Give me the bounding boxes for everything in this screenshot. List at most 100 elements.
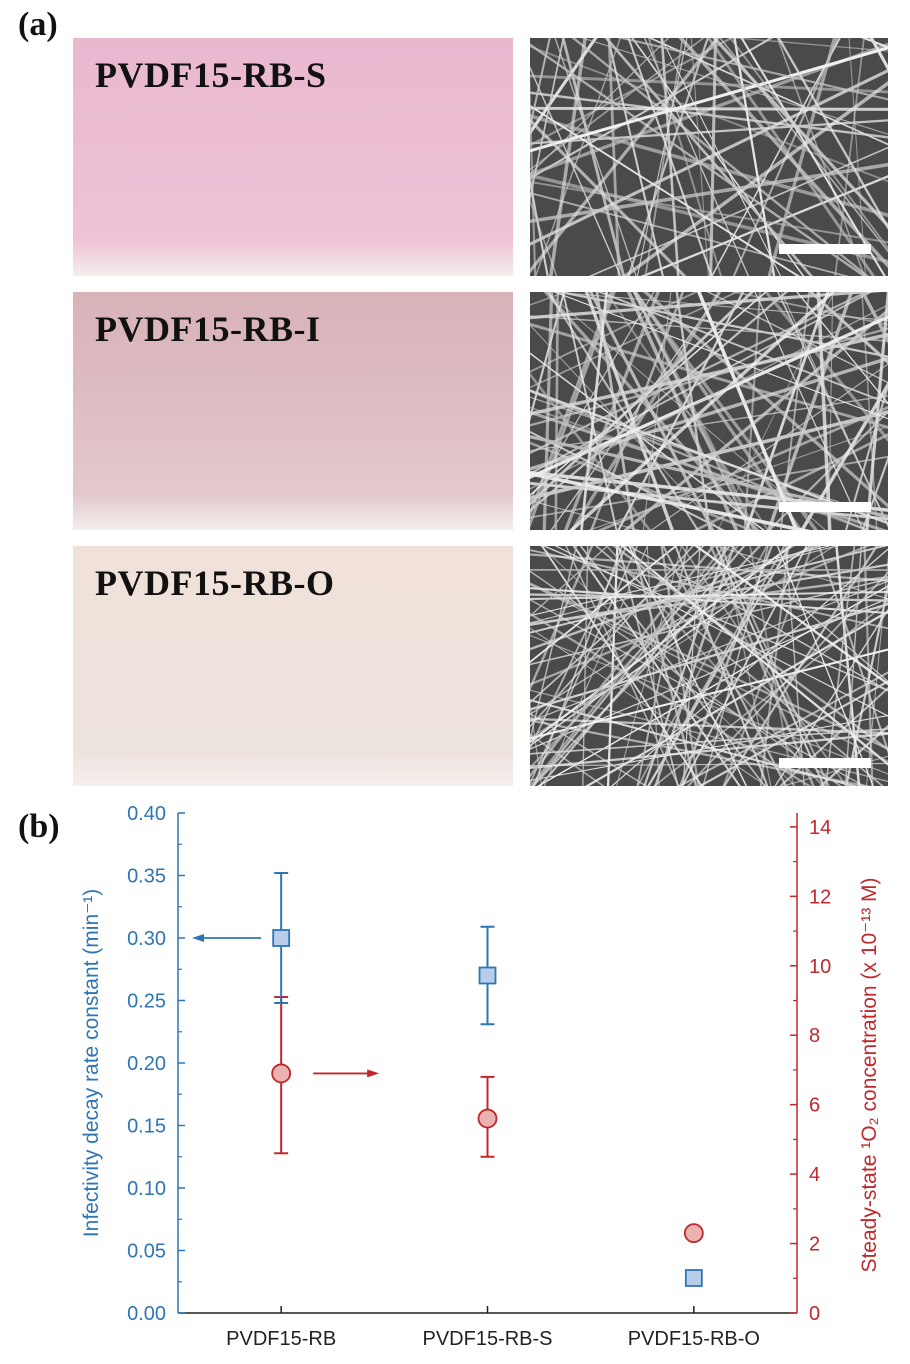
fiber (530, 43, 867, 276)
x-tick-label: PVDF15-RB-S (422, 1328, 552, 1350)
fiber (606, 546, 619, 786)
fiber (530, 546, 822, 651)
fiber (553, 292, 888, 420)
fiber (530, 546, 578, 743)
fiber (530, 582, 888, 751)
fiber (640, 175, 888, 276)
left-tick-label: 0.05 (127, 1241, 166, 1263)
fiber (530, 198, 558, 276)
fiber (530, 563, 888, 626)
left-tick-label: 0.15 (127, 1116, 166, 1138)
fiber (534, 38, 622, 276)
fiber (816, 292, 832, 530)
fiber (530, 106, 888, 111)
fiber (693, 433, 888, 530)
fiber (530, 699, 858, 786)
fiber (530, 38, 598, 136)
fiber (754, 292, 864, 530)
data-marks (271, 872, 704, 1287)
fiber (607, 38, 664, 276)
right-tick-label: 10 (809, 956, 831, 978)
fiber (565, 546, 680, 786)
fiber (530, 38, 720, 274)
fiber (594, 546, 884, 786)
left-tick-label: 0.30 (127, 928, 166, 950)
left-tick-label: 0.25 (127, 991, 166, 1013)
fiber (530, 699, 543, 786)
fiber (530, 406, 870, 530)
left-tick-label: 0.35 (127, 866, 166, 888)
fiber (644, 38, 684, 276)
fiber (530, 717, 888, 735)
fiber (722, 546, 814, 786)
fiber (865, 555, 888, 786)
fiber (597, 292, 888, 405)
right-tick-label: 2 (809, 1234, 820, 1256)
fiber (530, 173, 888, 264)
fiber (759, 546, 790, 786)
fiber (580, 38, 888, 135)
fiber (530, 292, 566, 422)
fiber (530, 435, 888, 518)
x-tick-label: PVDF15-RB-O (628, 1328, 760, 1350)
fiber (626, 292, 739, 530)
fiber (554, 38, 637, 276)
fiber (631, 546, 698, 786)
fiber (580, 292, 608, 530)
fiber (530, 104, 800, 276)
fiber (530, 612, 812, 786)
fiber (554, 546, 888, 717)
fiber (530, 38, 565, 203)
fiber (530, 292, 882, 320)
fiber (530, 292, 768, 497)
fiber (861, 456, 888, 530)
fiber (530, 590, 888, 601)
fiber (530, 292, 755, 506)
fiber (531, 546, 762, 786)
red-arrow-head (367, 1069, 380, 1078)
fiber (530, 162, 888, 224)
fiber (650, 363, 888, 530)
left-tick-label: 0.40 (127, 803, 166, 825)
left-axis-title: Infectivity decay rate constant (min⁻¹) (80, 889, 103, 1237)
x-axis: PVDF15-RB PVDF15-RB-S PVDF15-RB-O (226, 1306, 760, 1350)
fiber (642, 292, 672, 530)
fiber (732, 38, 839, 276)
fiber (590, 292, 685, 530)
sem-image-2 (530, 292, 888, 530)
fiber (628, 546, 748, 786)
fiber (861, 38, 888, 49)
fiber (584, 610, 888, 786)
fiber (554, 292, 560, 530)
fiber (530, 430, 725, 530)
fiber (643, 38, 750, 276)
fiber (776, 38, 866, 276)
right-tick-label: 14 (809, 817, 831, 839)
fiber (530, 546, 715, 778)
fiber (719, 546, 830, 786)
fiber (647, 546, 786, 786)
fiber (530, 546, 832, 617)
fiber (604, 292, 770, 530)
panel-a-label: (a) (18, 6, 58, 43)
sem-image-3 (530, 546, 888, 786)
fiber (530, 546, 793, 744)
fiber (530, 546, 795, 716)
membrane-photo-2-label: PVDF15-RB-I (95, 309, 321, 349)
fiber (636, 546, 689, 786)
membrane-photo-1-label: PVDF15-RB-S (95, 55, 327, 95)
fiber (869, 38, 888, 72)
fiber (744, 292, 830, 530)
fiber (530, 45, 888, 183)
fiber (554, 292, 888, 358)
fiber (681, 546, 808, 786)
fiber (530, 389, 870, 530)
fiber (530, 332, 888, 416)
fiber (547, 292, 699, 530)
fiber (674, 546, 769, 786)
square-point (478, 966, 497, 985)
fiber (530, 719, 872, 786)
fiber (530, 553, 888, 582)
fiber (819, 724, 888, 786)
fiber (595, 292, 635, 530)
